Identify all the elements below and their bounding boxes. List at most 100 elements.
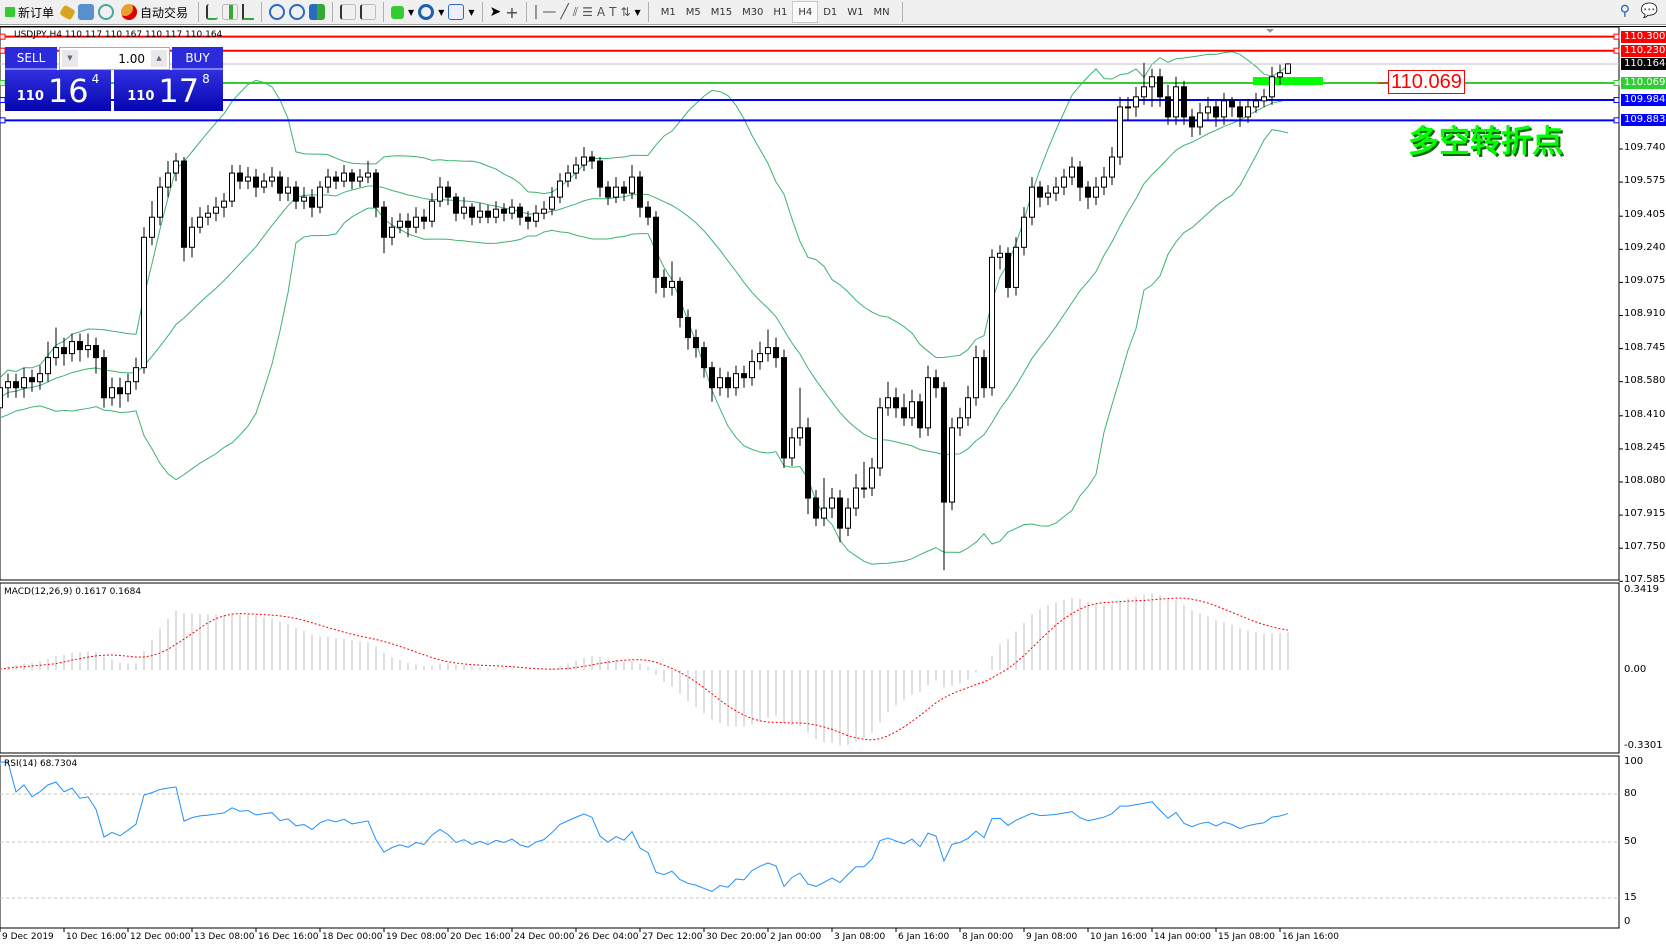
bearish-candle — [485, 210, 491, 218]
line-chart-icon[interactable] — [242, 4, 255, 20]
sell-price[interactable]: 110 16 4 — [5, 70, 111, 111]
bearish-candle — [1157, 76, 1163, 98]
bullish-candle — [717, 377, 723, 389]
bullish-candle — [1149, 76, 1155, 88]
date-label: 30 Dec 20:00 — [706, 932, 767, 942]
tile-windows-icon[interactable] — [309, 4, 326, 20]
rsi-tick-label: 50 — [1624, 836, 1637, 847]
timeframe-h1[interactable]: H1 — [773, 6, 788, 18]
separator — [261, 2, 263, 22]
bearish-candle — [1213, 106, 1219, 118]
zoom-in-icon[interactable] — [269, 4, 286, 20]
signals-icon[interactable] — [98, 4, 115, 20]
timeframe-mn[interactable]: MN — [873, 6, 890, 18]
chat-icon[interactable]: 💬 — [1640, 3, 1658, 19]
dropdown-icon[interactable]: ▼ — [634, 7, 641, 17]
timeframe-m1[interactable]: M1 — [660, 6, 676, 18]
chart-shift-icon[interactable] — [340, 4, 357, 20]
bullish-candle — [1269, 76, 1275, 98]
text-icon[interactable]: A — [596, 5, 606, 19]
bullish-candle — [1277, 72, 1283, 78]
trendline-icon[interactable]: ╱ — [560, 4, 569, 20]
templates-icon[interactable] — [448, 4, 465, 20]
auto-trading-button[interactable]: 自动交易 — [118, 1, 191, 23]
price-annotation-box[interactable]: 110.069 — [1388, 70, 1465, 94]
new-order-button[interactable]: 新订单 — [2, 1, 57, 23]
date-label: 24 Dec 00:00 — [514, 932, 575, 942]
bearish-candle — [805, 427, 811, 499]
timeframe-d1[interactable]: D1 — [823, 6, 838, 18]
lot-increase-icon[interactable]: ▲ — [151, 50, 167, 67]
zoom-out-icon[interactable] — [289, 4, 306, 20]
bearish-candle — [661, 276, 667, 288]
date-label: 8 Jan 00:00 — [962, 932, 1014, 942]
timeframe-m5[interactable]: M5 — [685, 6, 701, 18]
sell-button[interactable]: SELL — [5, 47, 57, 70]
bullish-candle — [0, 387, 3, 409]
macd-panel-frame — [0, 582, 1620, 754]
separator — [481, 2, 483, 22]
bearish-candle — [917, 401, 923, 429]
bearish-candle — [701, 347, 707, 369]
bullish-candle — [461, 206, 467, 214]
bullish-candle — [845, 507, 851, 529]
new-indicator-icon[interactable] — [391, 5, 405, 19]
bearish-candle — [709, 367, 715, 389]
bullish-candle — [789, 437, 795, 459]
auto-trading-icon — [121, 4, 138, 20]
level-handle — [1613, 80, 1620, 87]
level-price-tag: 109.984 — [1621, 94, 1666, 107]
bullish-candle — [1221, 100, 1227, 118]
bearish-candle — [293, 186, 299, 202]
bullish-candle — [573, 164, 579, 174]
terminal-icon[interactable] — [78, 4, 95, 20]
bullish-candle — [957, 417, 963, 429]
bullish-candle — [37, 373, 43, 383]
bollinger-upper-band — [0, 51, 1289, 380]
price-tick-label: 108.410 — [1624, 408, 1666, 420]
bearish-candle — [421, 216, 427, 222]
timeframe-h4[interactable]: H4 — [792, 1, 819, 23]
macd-tick-label: 0.3419 — [1624, 584, 1659, 595]
date-label: 16 Dec 16:00 — [258, 932, 319, 942]
arrows-icon[interactable]: ⇅ — [620, 5, 631, 19]
bar-chart-icon[interactable] — [206, 4, 219, 20]
equidistant-channel-icon[interactable]: ⫽ — [572, 4, 579, 19]
timeframe-m15[interactable]: M15 — [710, 6, 733, 18]
buy-button[interactable]: BUY — [172, 47, 223, 70]
candlestick-icon[interactable] — [222, 4, 239, 20]
text-label-icon[interactable]: T — [609, 5, 617, 19]
periods-clock-icon[interactable] — [418, 4, 435, 20]
bullish-candle — [341, 172, 347, 182]
crosshair-icon[interactable]: + — [505, 2, 519, 22]
timeframe-m30[interactable]: M30 — [742, 6, 764, 18]
price-tick-label: 108.910 — [1624, 308, 1666, 320]
lot-decrease-icon[interactable]: ▼ — [62, 50, 78, 67]
bullish-candle — [397, 220, 403, 228]
level-handle — [1613, 33, 1620, 40]
autoscroll-icon[interactable] — [360, 4, 377, 20]
new-order-label: 新订单 — [18, 5, 55, 20]
dropdown-icon[interactable]: ▼ — [468, 7, 475, 17]
lot-size-stepper[interactable]: ▼ 1.00 ▲ — [59, 47, 170, 70]
dropdown-icon[interactable]: ▼ — [408, 7, 415, 17]
cursor-icon[interactable]: ➤ — [489, 4, 502, 20]
rsi-tick-label: 80 — [1624, 788, 1637, 799]
dropdown-icon[interactable]: ▼ — [438, 7, 445, 17]
bullish-candle — [1029, 186, 1035, 218]
search-icon[interactable]: ⚲ — [1619, 3, 1630, 19]
level-price-tag: 110.164 — [1621, 57, 1666, 70]
timeframe-w1[interactable]: W1 — [847, 6, 864, 18]
separator — [383, 2, 385, 22]
bearish-candle — [1165, 96, 1171, 118]
vertical-line-icon[interactable]: | — [533, 4, 539, 20]
buy-price[interactable]: 110 17 8 — [114, 70, 223, 111]
date-label: 26 Dec 04:00 — [578, 932, 639, 942]
lot-size-input[interactable]: 1.00 — [118, 52, 145, 66]
fibonacci-icon[interactable]: ☰ — [582, 5, 593, 19]
reversal-point-annotation[interactable]: 多空转折点 — [1408, 124, 1563, 160]
bearish-candle — [1181, 86, 1187, 118]
bullish-candle — [733, 373, 739, 389]
horizontal-line-icon[interactable]: — — [542, 4, 557, 20]
